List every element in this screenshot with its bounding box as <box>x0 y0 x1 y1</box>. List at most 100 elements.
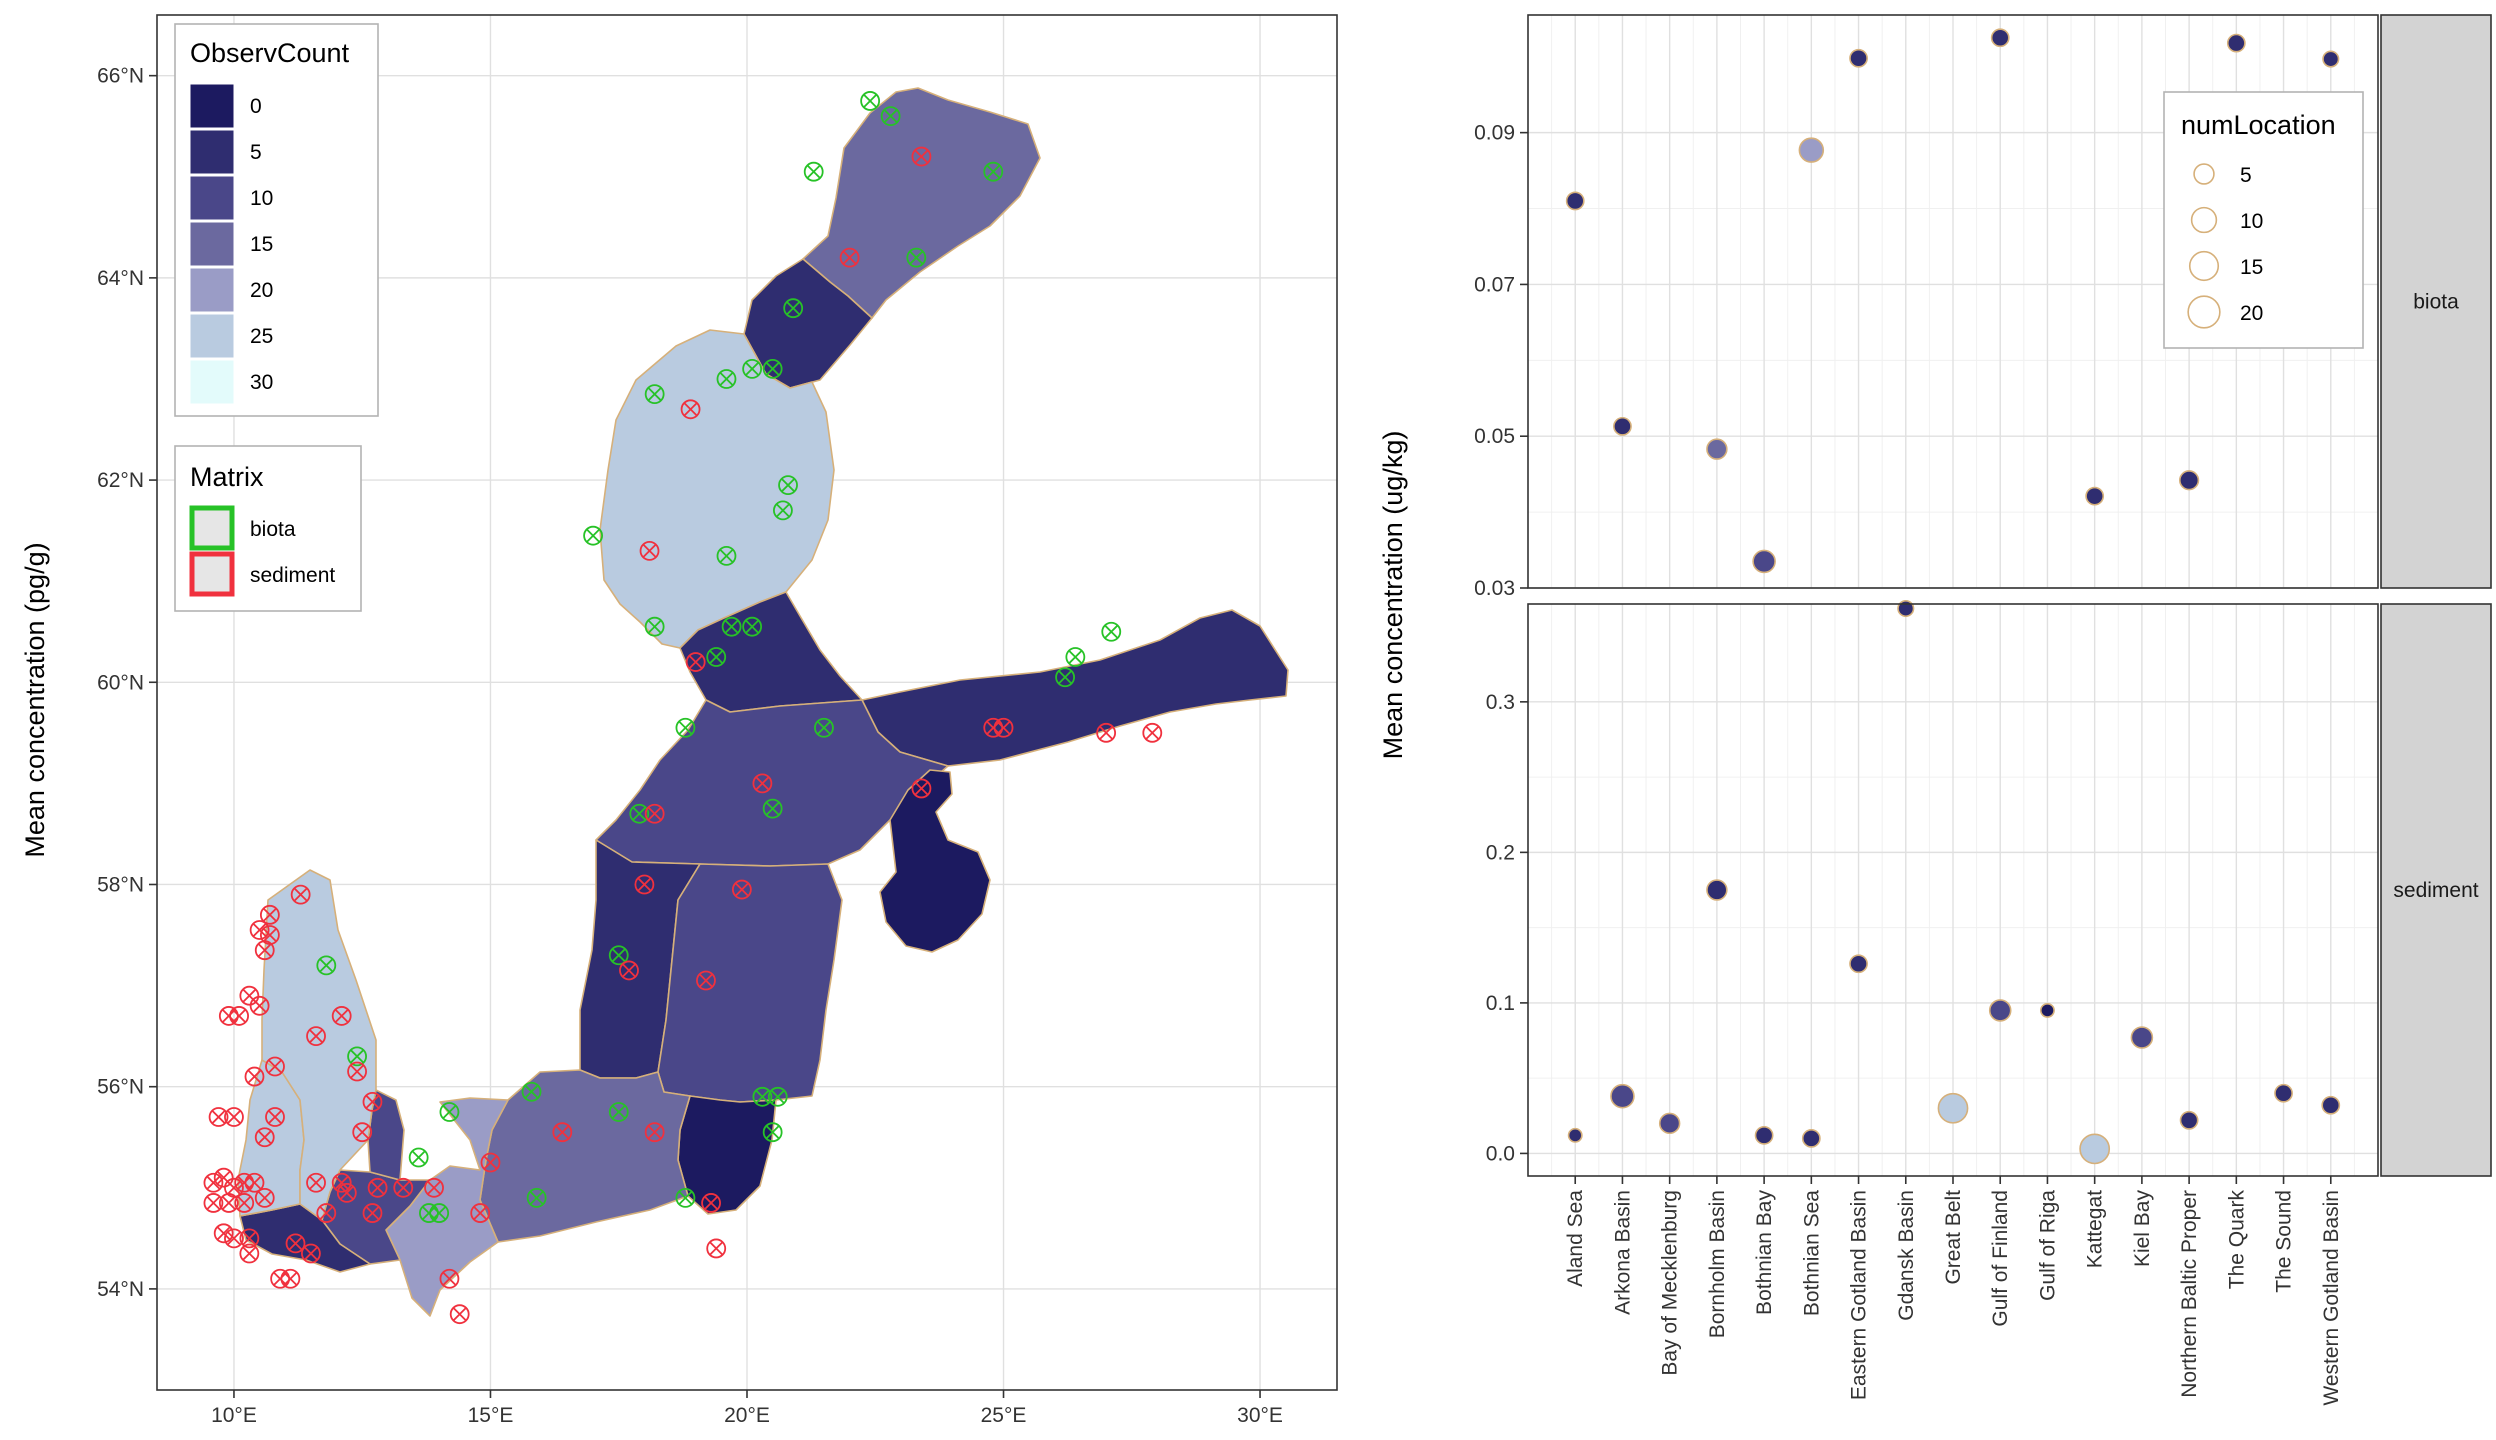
station-marker-sediment <box>685 652 706 672</box>
station-marker-biota <box>521 1081 542 1102</box>
facet-y-tick-label: 0.07 <box>1474 273 1515 296</box>
station-marker-sediment <box>244 1066 265 1087</box>
map-regions <box>237 87 1289 1317</box>
legend-numlocation: numLocation 5 10 15 20 <box>2163 91 2364 349</box>
station-marker-sediment <box>265 1107 285 1127</box>
station-marker-sediment <box>993 717 1014 738</box>
facet-y-tick-label: 0.0 <box>1486 1142 1515 1165</box>
map-y-axis-title: Mean concentration (pg/g) <box>20 542 50 857</box>
legend-numlocation-circle <box>2193 163 2215 185</box>
station-marker-sediment <box>234 1193 255 1213</box>
map-x-tick-label: 20°E <box>724 1404 770 1427</box>
region-bothnian-bay <box>802 87 1041 319</box>
scatter-x-tick-label: Bay of Mecklenburg <box>1659 1190 1682 1376</box>
station-marker-sediment <box>239 1243 260 1264</box>
legend-numlocation-label: 10 <box>2240 210 2263 233</box>
station-marker-sediment <box>265 1056 285 1077</box>
station-marker-sediment <box>424 1177 444 1198</box>
region-eastern-gotland-basin <box>657 863 843 1103</box>
point-sediment-aland-sea <box>1567 1127 1583 1143</box>
point-sediment-bothnian-bay <box>1754 1125 1774 1145</box>
map-y-tick-label: 62°N <box>97 469 144 492</box>
scatter-x-tick-label: Bothnian Sea <box>1800 1190 1823 1316</box>
legend-numlocation-title: numLocation <box>2181 110 2336 140</box>
region-gulf-of-riga <box>879 769 991 953</box>
legend-matrix-label: biota <box>250 518 296 541</box>
point-sediment-kiel-bay <box>2130 1026 2154 1049</box>
point-biota-aland-sea <box>1565 191 1585 211</box>
map-x-tick-label: 30°E <box>1237 1404 1283 1427</box>
point-sediment-eastern-gotland-basin <box>1849 954 1868 974</box>
legend-observcount-swatch <box>189 221 235 267</box>
station-marker-sediment <box>1142 722 1163 743</box>
legend-observcount-title: ObservCount <box>190 38 350 68</box>
station-marker-biota <box>906 247 927 268</box>
legend-observcount: ObservCount 0 5 10 15 20 25 30 <box>174 23 379 417</box>
station-marker-sediment <box>306 1172 326 1193</box>
station-marker-biota <box>675 1188 696 1208</box>
station-marker-biota <box>983 161 1004 182</box>
legend-matrix-swatch-biota <box>189 505 235 551</box>
facet-y-tick-label: 0.03 <box>1474 577 1515 600</box>
station-marker-biota <box>316 955 337 976</box>
station-marker-sediment <box>470 1203 491 1223</box>
station-marker-biota <box>783 298 804 319</box>
station-marker-sediment <box>439 1268 460 1289</box>
scatter-x-tick-label: Bothnian Bay <box>1753 1190 1776 1315</box>
legend-observcount-label: 0 <box>250 95 262 118</box>
station-marker-biota <box>742 616 763 637</box>
station-marker-sediment <box>229 1006 249 1026</box>
facet-y-tick-label: 0.1 <box>1486 992 1515 1015</box>
scatter-y-axis-title: Mean concentration (ug/kg) <box>1378 431 1408 760</box>
station-marker-sediment <box>285 1233 306 1254</box>
station-marker-sediment <box>213 1223 234 1244</box>
station-marker-sediment <box>316 1203 337 1223</box>
legend-observcount-label: 10 <box>250 187 273 210</box>
facet-strip-sediment <box>2380 603 2492 1177</box>
station-marker-biota <box>721 616 742 637</box>
station-marker-sediment <box>249 995 270 1016</box>
station-marker-biota <box>1065 647 1086 667</box>
station-marker-sediment <box>696 970 716 991</box>
station-marker-sediment <box>203 1193 224 1213</box>
station-marker-biota <box>675 717 696 738</box>
point-sediment-gdansk-basin <box>1897 599 1915 618</box>
station-marker-sediment <box>254 1188 275 1208</box>
facet-strip-label: biota <box>2413 291 2459 314</box>
point-sediment-the-sound <box>2274 1083 2293 1103</box>
station-marker-sediment <box>203 1172 224 1193</box>
station-marker-biota <box>1101 621 1122 642</box>
station-marker-sediment <box>367 1177 388 1198</box>
scatter-x-tick-label: Western Gotland Basin <box>2320 1190 2343 1406</box>
facet-y-tick-label: 0.09 <box>1474 122 1515 145</box>
facet-strip-biota <box>2380 14 2492 589</box>
legend-observcount-label: 15 <box>250 233 273 256</box>
point-sediment-bornholm-basin <box>1706 879 1728 901</box>
station-marker-sediment <box>244 1172 265 1193</box>
point-sediment-gulf-of-finland <box>1988 999 2012 1022</box>
map-x-tick-label: 10°E <box>211 1404 257 1427</box>
station-marker-biota <box>762 358 783 379</box>
facet-border <box>1527 14 2379 589</box>
legend-observcount-keys: 0 5 10 15 20 25 30 <box>189 83 273 405</box>
legend-observcount-label: 20 <box>250 279 273 302</box>
station-marker-biota <box>608 945 629 966</box>
scatter-x-axis: Aland Sea Arkona Basin Bay of Mecklenburg B… <box>1564 1176 2343 1406</box>
legend-observcount-swatch <box>189 267 235 313</box>
point-biota-bornholm-basin <box>1706 438 1728 460</box>
point-sediment-bay-of-mecklenburg <box>1658 1112 1681 1135</box>
legend-observcount-swatch <box>189 129 235 175</box>
point-biota-gulf-of-finland <box>1990 28 2010 48</box>
map-y-tick-label: 58°N <box>97 873 144 896</box>
station-marker-biota <box>778 475 798 496</box>
station-marker-biota <box>526 1188 547 1208</box>
legend-observcount-label: 5 <box>250 141 262 164</box>
station-marker-sediment <box>218 1193 239 1213</box>
station-marker-sediment <box>347 1061 367 1082</box>
facet-y-tick-label: 0.05 <box>1474 425 1515 448</box>
region-arkona-basin <box>385 1097 509 1317</box>
station-marker-sediment <box>224 1228 244 1249</box>
station-marker-biota <box>767 1086 788 1107</box>
station-marker-sediment <box>280 1268 301 1289</box>
coast-segment-0 <box>239 1203 301 1217</box>
